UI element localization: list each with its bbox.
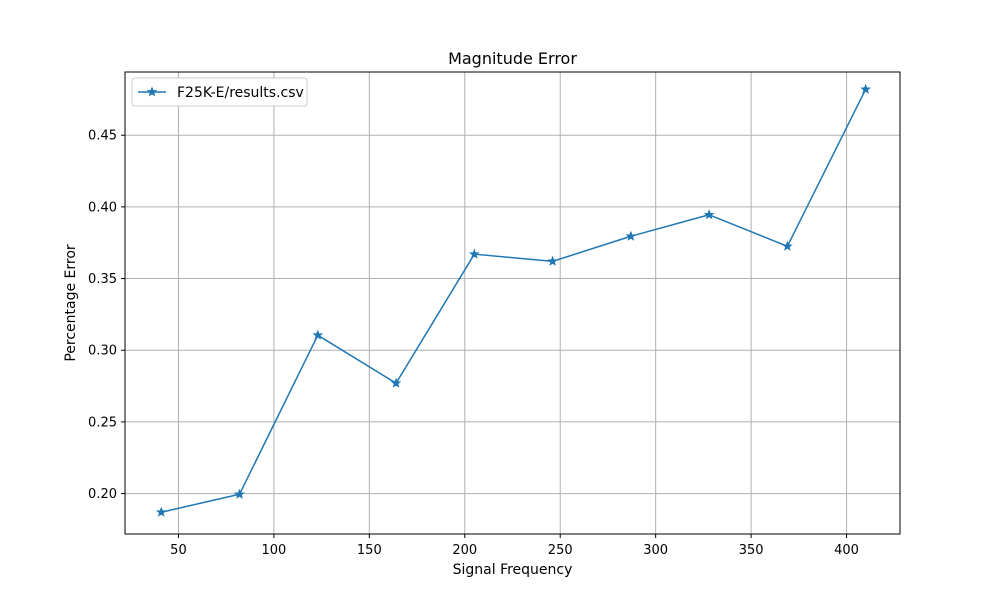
x-tick-label: 100 bbox=[261, 543, 286, 558]
y-tick-label: 0.25 bbox=[88, 415, 117, 430]
grid bbox=[125, 72, 900, 534]
series-line bbox=[161, 89, 867, 513]
y-axis-ticks: 0.20 0.25 0.30 0.35 0.40 0.45 bbox=[88, 129, 125, 502]
y-tick-label: 0.20 bbox=[88, 487, 117, 502]
data-point-marker bbox=[782, 240, 793, 251]
y-axis-label: Percentage Error bbox=[63, 244, 79, 362]
series-layer bbox=[155, 83, 871, 517]
x-tick-label: 250 bbox=[548, 543, 573, 558]
data-point-marker bbox=[155, 506, 167, 517]
x-axis-label: Signal Frequency bbox=[453, 562, 573, 578]
data-point-marker bbox=[312, 329, 324, 340]
data-point-marker bbox=[703, 209, 715, 220]
x-tick-label: 50 bbox=[170, 543, 187, 558]
x-tick-label: 400 bbox=[834, 543, 859, 558]
x-tick-label: 150 bbox=[357, 543, 382, 558]
x-tick-label: 300 bbox=[643, 543, 668, 558]
data-point-marker bbox=[860, 83, 871, 94]
chart-title: Magnitude Error bbox=[448, 49, 577, 68]
y-tick-label: 0.35 bbox=[88, 272, 117, 287]
x-tick-label: 200 bbox=[452, 543, 477, 558]
legend-series-label: F25K-E/results.csv bbox=[177, 85, 304, 101]
x-tick-label: 350 bbox=[739, 543, 764, 558]
x-axis-ticks: 50 100 150 200 250 300 350 400 bbox=[170, 534, 859, 558]
legend: F25K-E/results.csv bbox=[131, 77, 308, 107]
data-point-marker bbox=[390, 377, 402, 388]
legend-box bbox=[131, 77, 308, 107]
data-point-marker bbox=[234, 488, 245, 499]
plot-frame bbox=[124, 71, 901, 535]
data-point-marker bbox=[547, 255, 558, 266]
data-point-marker bbox=[468, 248, 480, 259]
data-point-marker bbox=[625, 230, 637, 241]
y-tick-label: 0.30 bbox=[88, 344, 117, 359]
legend-series-marker bbox=[146, 86, 158, 97]
y-tick-label: 0.45 bbox=[88, 129, 117, 144]
y-tick-label: 0.40 bbox=[88, 200, 117, 215]
